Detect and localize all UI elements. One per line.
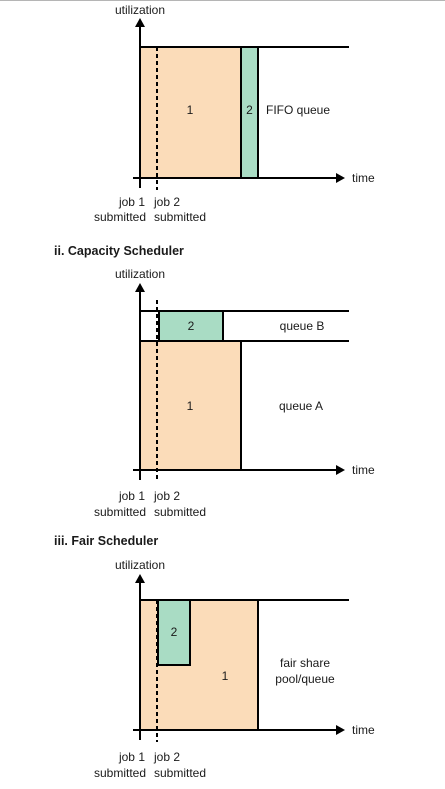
capacity-y-axis-label: utilization (115, 267, 165, 281)
fifo-job1-submitted-label: submitted (94, 210, 146, 224)
fair-job1-submit-label: job 1 (118, 750, 145, 764)
capacity-job1-label: 1 (187, 399, 194, 413)
fifo-job2-label: 2 (246, 103, 253, 117)
fifo-x-axis-label: time (352, 171, 375, 185)
capacity-job2-label: 2 (188, 319, 195, 333)
fair-job2-block (157, 599, 191, 666)
capacity-job2-submitted-label: submitted (154, 505, 206, 519)
fair-job1-submitted-label: submitted (94, 766, 146, 780)
capacity-title: ii. Capacity Scheduler (54, 244, 184, 258)
fair-x-axis-label: time (352, 723, 375, 737)
fifo-panel: utilization 1 2 FIFO queue time job 1 su… (94, 3, 375, 224)
fair-title: iii. Fair Scheduler (54, 534, 158, 548)
fifo-y-axis-label: utilization (115, 3, 165, 17)
capacity-queue-b-label: queue B (280, 319, 325, 333)
fifo-job2-submitted-label: submitted (154, 210, 206, 224)
fair-panel: iii. Fair Scheduler utilization 2 1 fair… (54, 534, 375, 780)
fair-job2-submit-label: job 2 (153, 750, 180, 764)
fair-job2-submitted-label: submitted (154, 766, 206, 780)
fair-pool-label-line1: fair share (280, 656, 330, 670)
fifo-queue-label: FIFO queue (266, 103, 330, 117)
capacity-job1-submitted-label: submitted (94, 505, 146, 519)
fair-job2-label: 2 (171, 625, 178, 639)
top-border (0, 0, 445, 1)
capacity-job2-block (158, 310, 224, 342)
fifo-job1-submit-label: job 1 (118, 195, 145, 209)
fair-y-axis-label: utilization (115, 558, 165, 572)
fair-pool-label-line2: pool/queue (275, 672, 335, 686)
fair-job1-label: 1 (222, 669, 229, 683)
capacity-panel: ii. Capacity Scheduler utilization 2 1 q… (54, 244, 375, 519)
capacity-job2-submit-label: job 2 (153, 489, 180, 503)
capacity-x-axis-label: time (352, 463, 375, 477)
fifo-job2-submit-label: job 2 (153, 195, 180, 209)
capacity-queue-a-label: queue A (279, 399, 323, 413)
fifo-job1-label: 1 (187, 103, 194, 117)
capacity-job1-submit-label: job 1 (118, 489, 145, 503)
